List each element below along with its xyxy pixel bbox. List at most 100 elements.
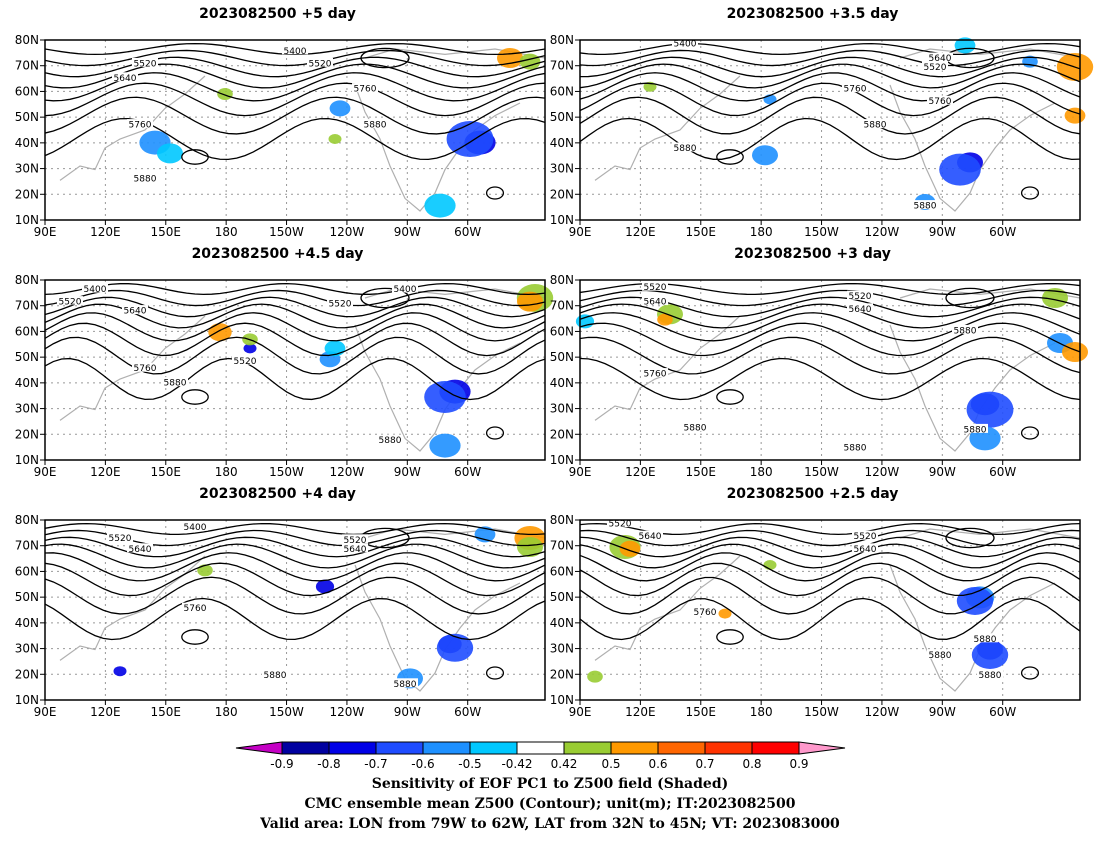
contour-label: 5520: [849, 292, 872, 302]
lon-tick-label: 180: [750, 225, 773, 239]
contour-label-bg: [977, 669, 1003, 679]
sensitivity-shading: [429, 433, 461, 458]
z500-closed-contour: [1020, 666, 1040, 680]
sensitivity-shading: [157, 143, 183, 164]
contour-label: 5640: [114, 74, 137, 84]
lat-tick-label: 10N: [15, 693, 39, 707]
contour-label-bg: [642, 281, 668, 291]
sensitivity-shading: [752, 145, 778, 166]
lat-tick-label: 30N: [15, 162, 39, 176]
z500-contour: [579, 82, 1081, 117]
lon-tick-label: 120W: [865, 225, 900, 239]
lat-tick-label: 10N: [15, 453, 39, 467]
contour-label-bg: [922, 61, 948, 71]
lon-tick-label: 90E: [569, 705, 592, 719]
lon-tick-label: 150W: [804, 465, 839, 479]
colorbar-tick-label: 0.7: [695, 757, 714, 771]
lon-tick-label: 150E: [686, 465, 717, 479]
contour-label: 5880: [394, 680, 417, 690]
lat-tick-label: 40N: [550, 136, 574, 150]
caption-line-1: Sensitivity of EOF PC1 to Z500 field (Sh…: [371, 776, 729, 792]
colorbar-box: [563, 741, 612, 755]
sensitivity-shading: [619, 540, 641, 557]
contour-label-bg: [182, 521, 208, 531]
colorbar-box: [704, 741, 753, 755]
lon-tick-label: 180: [750, 465, 773, 479]
lat-tick-label: 70N: [15, 299, 39, 313]
colorbar-tick-label: -0.8: [317, 757, 340, 771]
contour-label: 5760: [129, 121, 152, 131]
sensitivity-shading: [587, 670, 603, 683]
z500-contour: [44, 63, 546, 89]
lat-tick-label: 60N: [15, 564, 39, 578]
lat-tick-label: 50N: [15, 110, 39, 124]
colorbar-tick-label: -0.6: [411, 757, 434, 771]
z500-contour: [44, 289, 546, 307]
contour-label-bg: [162, 377, 188, 387]
lon-tick-label: 150E: [151, 465, 182, 479]
z500-contour: [579, 597, 1081, 641]
colorbar-tick-label: -0.5: [458, 757, 481, 771]
contour-label-bg: [232, 355, 258, 365]
plot-frame: [579, 39, 1081, 221]
map-plot: 5400552056405520576058805760588010N20N30…: [15, 33, 546, 239]
z500-contour: [579, 536, 1081, 558]
lon-tick-label: 60W: [454, 705, 481, 719]
z500-contour: [579, 336, 1081, 375]
z500-contour: [579, 63, 1081, 89]
z500-closed-contour: [1020, 426, 1040, 440]
map-panel-plus4: 2023082500 +4 day 5400 5520 5640 5520 5640 57…: [10, 486, 546, 719]
map-plot: 5400552056405520564057605880588010N20N30…: [15, 513, 546, 719]
contour-label: 5880: [954, 326, 977, 336]
coastline: [364, 288, 546, 299]
z500-contour: [44, 42, 546, 56]
z500-contour: [44, 296, 546, 318]
contour-label: 5760: [354, 85, 377, 95]
z500-contour: [44, 322, 546, 357]
contour-label: 5880: [364, 121, 387, 131]
contour-label-bg: [682, 422, 708, 432]
contour-label-bg: [57, 296, 83, 306]
z500-contour: [579, 303, 1081, 329]
z500-contour: [44, 576, 546, 615]
map-panel-plus3-5: 2023082500 +3.5 day 5400 5640 5760 5880 5880…: [545, 6, 1094, 239]
lat-tick-label: 80N: [550, 33, 574, 47]
lat-tick-label: 10N: [550, 453, 574, 467]
contour-label: 5400: [184, 523, 207, 533]
z500-closed-contour: [485, 666, 505, 680]
lon-tick-label: 90W: [394, 465, 421, 479]
lon-tick-label: 120E: [90, 225, 121, 239]
contour-label: 5880: [134, 175, 157, 185]
contour-label-bg: [862, 119, 888, 129]
map-plot: 5520 5640 5760 5520 5640 5880 5880 5880 10N 20N 30…: [550, 513, 1081, 719]
contour-label: 5880: [844, 443, 867, 453]
plot-frame: [44, 519, 546, 701]
contour-label: 5400: [84, 285, 107, 295]
lon-tick-label: 120W: [865, 465, 900, 479]
lon-tick-label: 90W: [929, 465, 956, 479]
lat-tick-label: 80N: [15, 273, 39, 287]
lat-tick-label: 50N: [550, 350, 574, 364]
z500-contour: [44, 117, 546, 161]
lon-tick-label: 180: [215, 225, 238, 239]
panel-title: 2023082500 +3 day: [734, 246, 891, 262]
contour-label: 5760: [184, 604, 207, 614]
lat-tick-label: 30N: [550, 162, 574, 176]
plot-background: [580, 40, 1080, 220]
sensitivity-shading: [217, 88, 233, 100]
lat-tick-label: 60N: [15, 84, 39, 98]
z500-contour: [579, 56, 1081, 78]
map-panel-plus2-5: 2023082500 +2.5 day 5520 5640 5760 5520 5640…: [545, 486, 1081, 719]
z500-contour: [579, 72, 1081, 102]
lat-tick-label: 40N: [15, 376, 39, 390]
z500-contour: [579, 529, 1081, 547]
contour-label-bg: [342, 534, 368, 544]
contour-label: 5520: [109, 534, 132, 544]
lat-tick-label: 10N: [550, 693, 574, 707]
z500-closed-contour: [181, 629, 209, 645]
contour-label-bg: [107, 532, 133, 542]
sensitivity-shading: [517, 537, 543, 557]
sensitivity-shading: [315, 579, 335, 594]
z500-contour: [579, 322, 1081, 357]
z500-contour: [44, 597, 546, 641]
